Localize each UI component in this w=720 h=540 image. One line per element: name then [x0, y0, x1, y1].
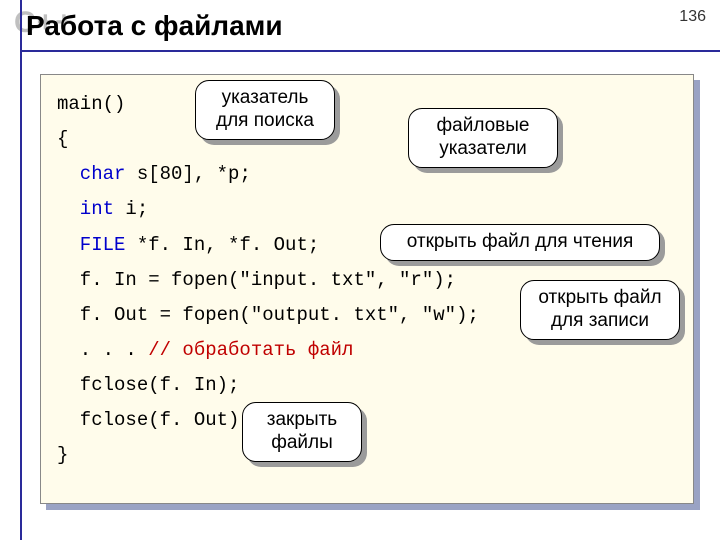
code-l3a-kw: char — [57, 163, 125, 185]
code-l4b: i; — [114, 198, 148, 220]
header-rule — [20, 50, 720, 52]
code-l10: fclose(f. Out); — [57, 409, 251, 431]
callout-open-write-text: открыть файлдля записи — [520, 280, 680, 340]
code-l1: main() — [57, 93, 125, 115]
code-l4a-kw: int — [57, 198, 114, 220]
callout-open-read: открыть файл для чтения — [380, 224, 660, 261]
code-l7: f. Out = fopen("output. txt", "w"); — [57, 304, 479, 326]
callout-close-files: закрытьфайлы — [242, 402, 362, 462]
callout-close-files-text: закрытьфайлы — [242, 402, 362, 462]
callout-file-pointers: файловыеуказатели — [408, 108, 558, 168]
code-l9: fclose(f. In); — [57, 374, 239, 396]
left-rail — [20, 0, 22, 540]
code-l5a-kw: FILE — [57, 234, 125, 256]
code-l11: } — [57, 444, 68, 466]
code-l8a: . . . — [57, 339, 148, 361]
code-l8b-comment: // обработать файл — [148, 339, 353, 361]
code-l5b: *f. In, *f. Out; — [125, 234, 319, 256]
page-number: 136 — [679, 8, 706, 26]
page-title: Работа с файлами — [26, 10, 283, 42]
code-l2: { — [57, 128, 68, 150]
callout-open-write: открыть файлдля записи — [520, 280, 680, 340]
callout-open-read-text: открыть файл для чтения — [380, 224, 660, 261]
callout-file-pointers-text: файловыеуказатели — [408, 108, 558, 168]
callout-pointer-search-text: указательдля поиска — [195, 80, 335, 140]
callout-pointer-search: указательдля поиска — [195, 80, 335, 140]
code-l6: f. In = fopen("input. txt", "r"); — [57, 269, 456, 291]
code-l3b: s[80], *p; — [125, 163, 250, 185]
